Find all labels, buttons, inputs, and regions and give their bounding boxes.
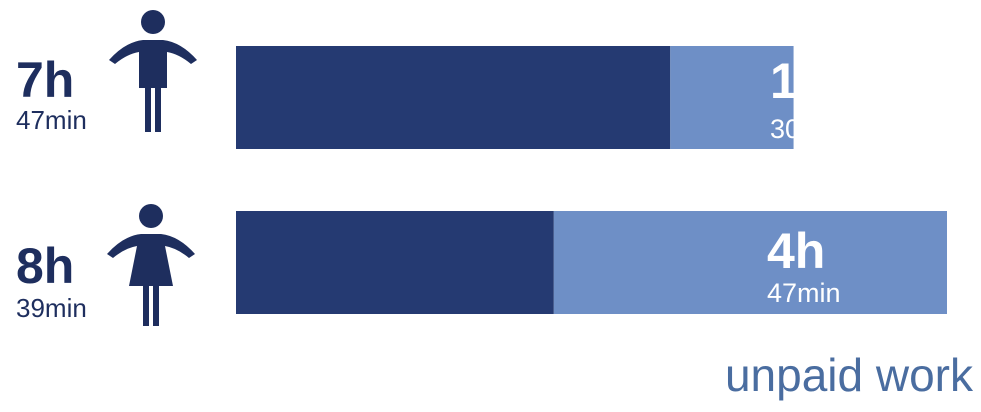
bar-male-series-0 xyxy=(236,46,671,149)
male-person-icon xyxy=(109,10,197,132)
bar-male-series-1 xyxy=(670,46,794,149)
female-person-icon xyxy=(107,204,195,326)
row-2-total-minutes: 39min xyxy=(16,293,87,323)
row-2-total-hours: 8h xyxy=(16,238,75,294)
row-1-total-minutes: 47min xyxy=(16,105,87,135)
bar-female-series-1 xyxy=(553,211,947,314)
row-1-total-hours: 7h xyxy=(16,52,75,108)
row-2-unpaid-minutes: 47min xyxy=(767,278,841,308)
row-1-unpaid-minutes: 30min xyxy=(770,114,844,144)
row-2-unpaid-hours: 4h xyxy=(767,223,826,279)
bar-female-series-0 xyxy=(236,211,554,314)
row-1-unpaid-hours: 1h xyxy=(770,53,829,109)
unpaid-work-legend-label: unpaid work xyxy=(724,349,973,401)
